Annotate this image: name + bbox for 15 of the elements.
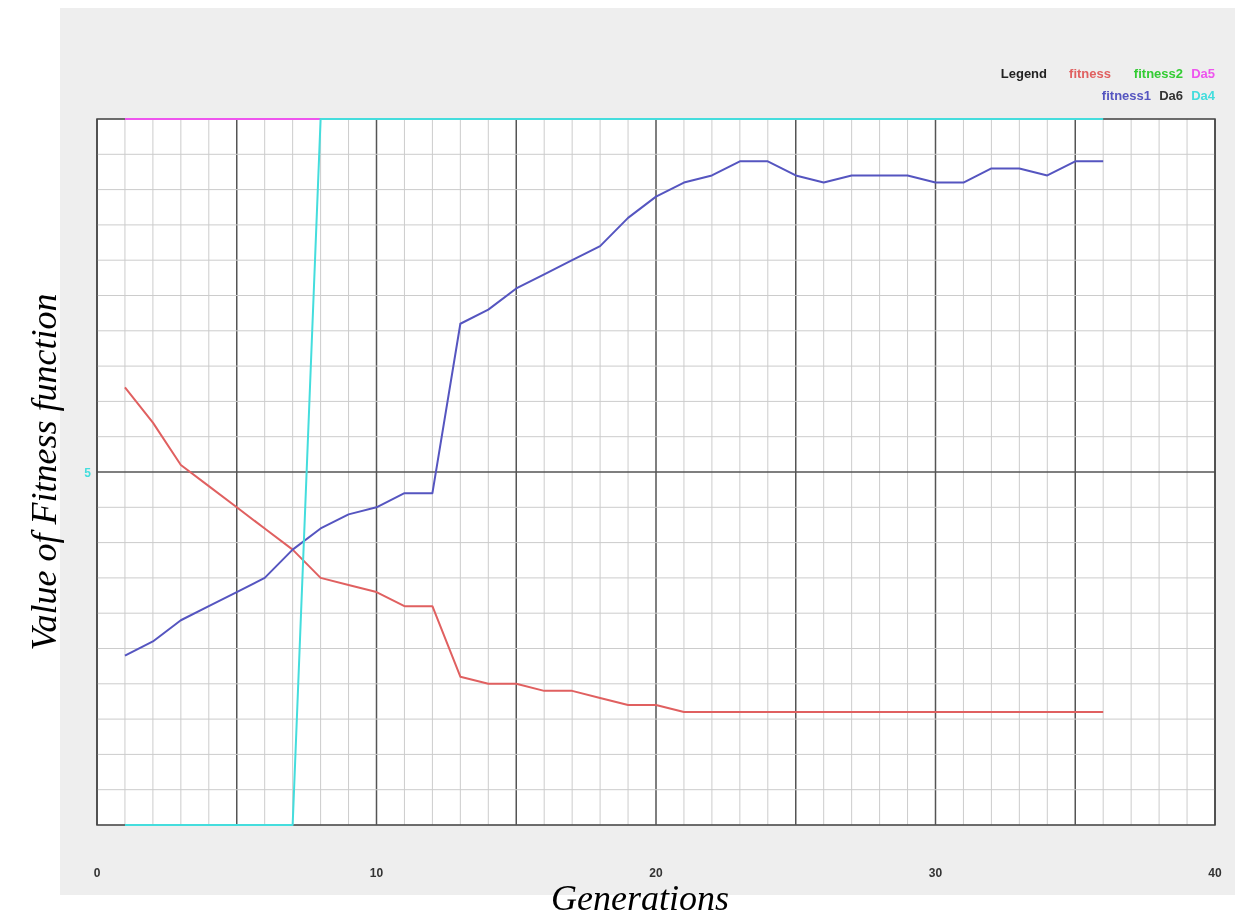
text: fitness1 <box>1101 88 1151 103</box>
text: Da4 <box>1191 88 1216 103</box>
x-tick-label: 30 <box>928 866 943 880</box>
legend-label: Da6 <box>1159 88 1183 103</box>
x-tick-label: 10 <box>369 866 384 880</box>
y-axis-title: Value of Fitness function <box>24 293 64 651</box>
x-tick-label: 0 <box>93 866 101 880</box>
x-tick-label: 20 <box>649 866 663 880</box>
text: 5 <box>84 466 92 480</box>
legend-label: fitness2 <box>1133 66 1183 81</box>
x-axis-title: Generations <box>551 878 729 918</box>
text: fitness <box>1069 66 1111 81</box>
legend-title: Legend <box>1000 66 1048 81</box>
x-tick-label: 40 <box>1208 866 1222 880</box>
text: Da5 <box>1191 66 1215 81</box>
